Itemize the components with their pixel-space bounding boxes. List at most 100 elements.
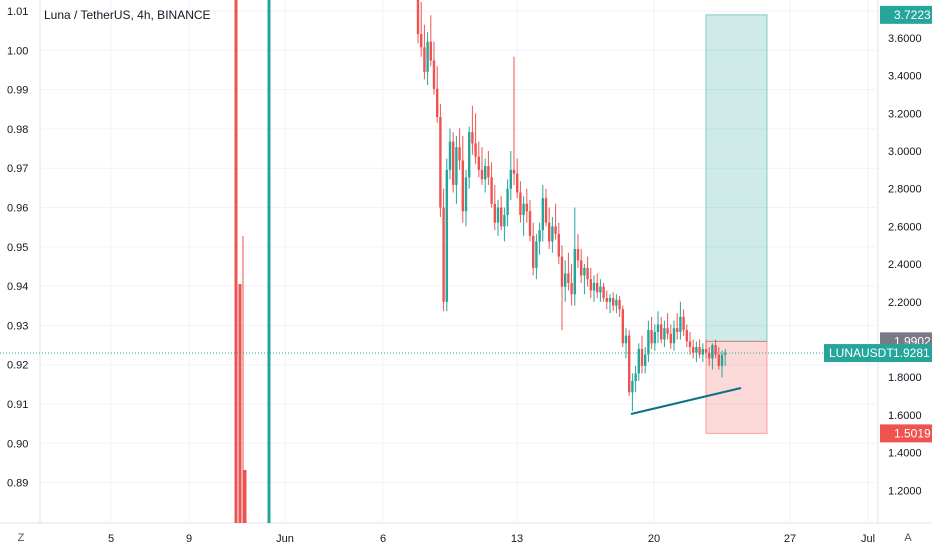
candle-body	[688, 341, 692, 348]
candle-body	[711, 345, 714, 359]
left-tick-label: 1.00	[7, 45, 28, 57]
candle-body	[506, 188, 509, 216]
candle-body	[503, 215, 506, 227]
candle-body	[522, 203, 525, 216]
x-tick-label: 13	[511, 533, 523, 545]
candle-body	[243, 470, 247, 523]
candle-body	[708, 352, 711, 359]
right-tick-label: 2.8000	[888, 184, 922, 196]
candle-body	[724, 352, 727, 355]
left-axis: 1.01 1.00 0.99 0.98 0.97 0.96 0.95 0.94 0.93 0.92…	[7, 6, 28, 490]
candle-body	[439, 117, 442, 208]
candle-body	[599, 286, 602, 293]
right-tick-label: 3.6000	[888, 33, 922, 45]
candle-body	[509, 169, 512, 189]
candle-body	[644, 354, 647, 366]
candle-body	[535, 241, 538, 268]
candle-body	[487, 166, 490, 178]
long-position-tool	[705, 14, 768, 434]
right-tick-label: 2.2000	[888, 297, 922, 309]
target-price-value: 3.7223	[894, 8, 931, 22]
loss-zone	[705, 340, 768, 434]
right-tick-label: 1.6000	[888, 410, 922, 422]
candle-body	[500, 207, 503, 227]
right-tick-label: 1.8000	[888, 372, 922, 384]
right-tick-label: 3.0000	[888, 146, 922, 158]
candle-body	[554, 226, 557, 234]
x-tick-label: 20	[648, 533, 660, 545]
candle-body	[637, 348, 640, 374]
current-price-label	[824, 344, 932, 363]
candle-body	[455, 147, 458, 185]
left-tick-label: 0.97	[7, 163, 28, 175]
candle-body	[650, 330, 653, 344]
left-tick-label: 0.90	[7, 438, 28, 450]
candle-body	[605, 298, 608, 302]
candle-body	[669, 333, 672, 344]
candle-body	[685, 330, 688, 342]
candle-body	[541, 198, 544, 231]
candle-body	[234, 0, 238, 523]
candle-body	[436, 88, 439, 118]
candle-body	[720, 354, 724, 366]
candle-body	[647, 330, 650, 355]
candle-body	[656, 324, 660, 332]
candle-body	[442, 207, 445, 302]
x-tick-label: 9	[186, 533, 192, 545]
candle-body	[461, 160, 464, 212]
right-tick-label: 2.4000	[888, 259, 922, 271]
candle-body	[416, 0, 420, 35]
candle-body	[631, 380, 634, 393]
candle-body	[474, 143, 477, 157]
candle-body	[496, 207, 500, 223]
candle-body	[704, 348, 708, 353]
candle-body	[682, 316, 685, 331]
x-tick-label: Jun	[276, 533, 294, 545]
candles	[234, 0, 742, 523]
left-tick-label: 0.93	[7, 320, 28, 332]
candle-body	[532, 235, 535, 268]
candle-body	[701, 348, 704, 355]
candle-body	[445, 169, 448, 302]
candle-body	[267, 0, 271, 523]
current-price-value: 1.9281	[893, 346, 930, 360]
candle-body	[624, 335, 628, 344]
candle-body	[519, 192, 522, 216]
candle-body	[538, 230, 541, 242]
candle-body	[672, 328, 676, 344]
left-tick-label: 0.96	[7, 203, 28, 215]
candle-body	[528, 211, 532, 236]
auto-scale-button[interactable]: A	[904, 532, 912, 544]
candle-body	[525, 203, 528, 212]
candle-body	[458, 147, 461, 161]
candle-body	[618, 299, 621, 310]
target-price-label	[880, 5, 932, 24]
left-tick-label: 0.92	[7, 360, 28, 372]
candle-body	[660, 324, 663, 340]
profit-zone	[705, 14, 768, 342]
right-tick-label: 2.6000	[888, 221, 922, 233]
candle-body	[679, 316, 682, 332]
grid	[0, 0, 932, 524]
candle-body	[423, 47, 426, 72]
x-tick-label: 6	[380, 533, 386, 545]
candle-body	[516, 173, 519, 193]
candle-body	[560, 256, 564, 287]
candle-body	[576, 249, 580, 261]
candle-body	[663, 328, 666, 340]
left-scale-button[interactable]: Z	[17, 532, 25, 544]
candle-body	[477, 156, 480, 170]
right-tick-label: 3.2000	[888, 108, 922, 120]
candle-body	[695, 347, 698, 353]
candle-body	[471, 132, 474, 144]
left-tick-label: 1.01	[7, 6, 28, 18]
candle-body	[484, 166, 487, 180]
chart-title: Luna / TetherUS, 4h, BINANCE	[44, 8, 211, 22]
candle-body	[698, 347, 701, 355]
left-tick-label: 0.94	[7, 281, 28, 293]
candle-body	[640, 348, 644, 366]
x-tick-label: Jul	[861, 533, 875, 545]
candle-body	[692, 347, 695, 353]
